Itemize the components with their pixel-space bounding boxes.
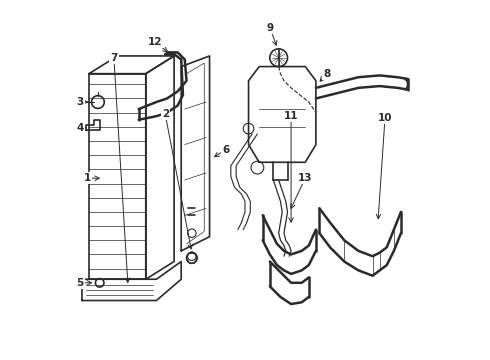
Text: 9: 9 bbox=[266, 23, 273, 33]
Text: 4: 4 bbox=[76, 122, 84, 132]
Text: 13: 13 bbox=[298, 173, 313, 183]
Text: 8: 8 bbox=[323, 69, 330, 79]
Text: 5: 5 bbox=[76, 278, 84, 288]
Text: 11: 11 bbox=[284, 111, 298, 121]
Text: 7: 7 bbox=[110, 53, 118, 63]
Text: 12: 12 bbox=[147, 37, 162, 47]
Text: 10: 10 bbox=[378, 113, 392, 123]
Text: 3: 3 bbox=[76, 97, 84, 107]
Text: 2: 2 bbox=[162, 109, 169, 120]
Text: 6: 6 bbox=[222, 145, 229, 155]
Text: 1: 1 bbox=[84, 173, 91, 183]
